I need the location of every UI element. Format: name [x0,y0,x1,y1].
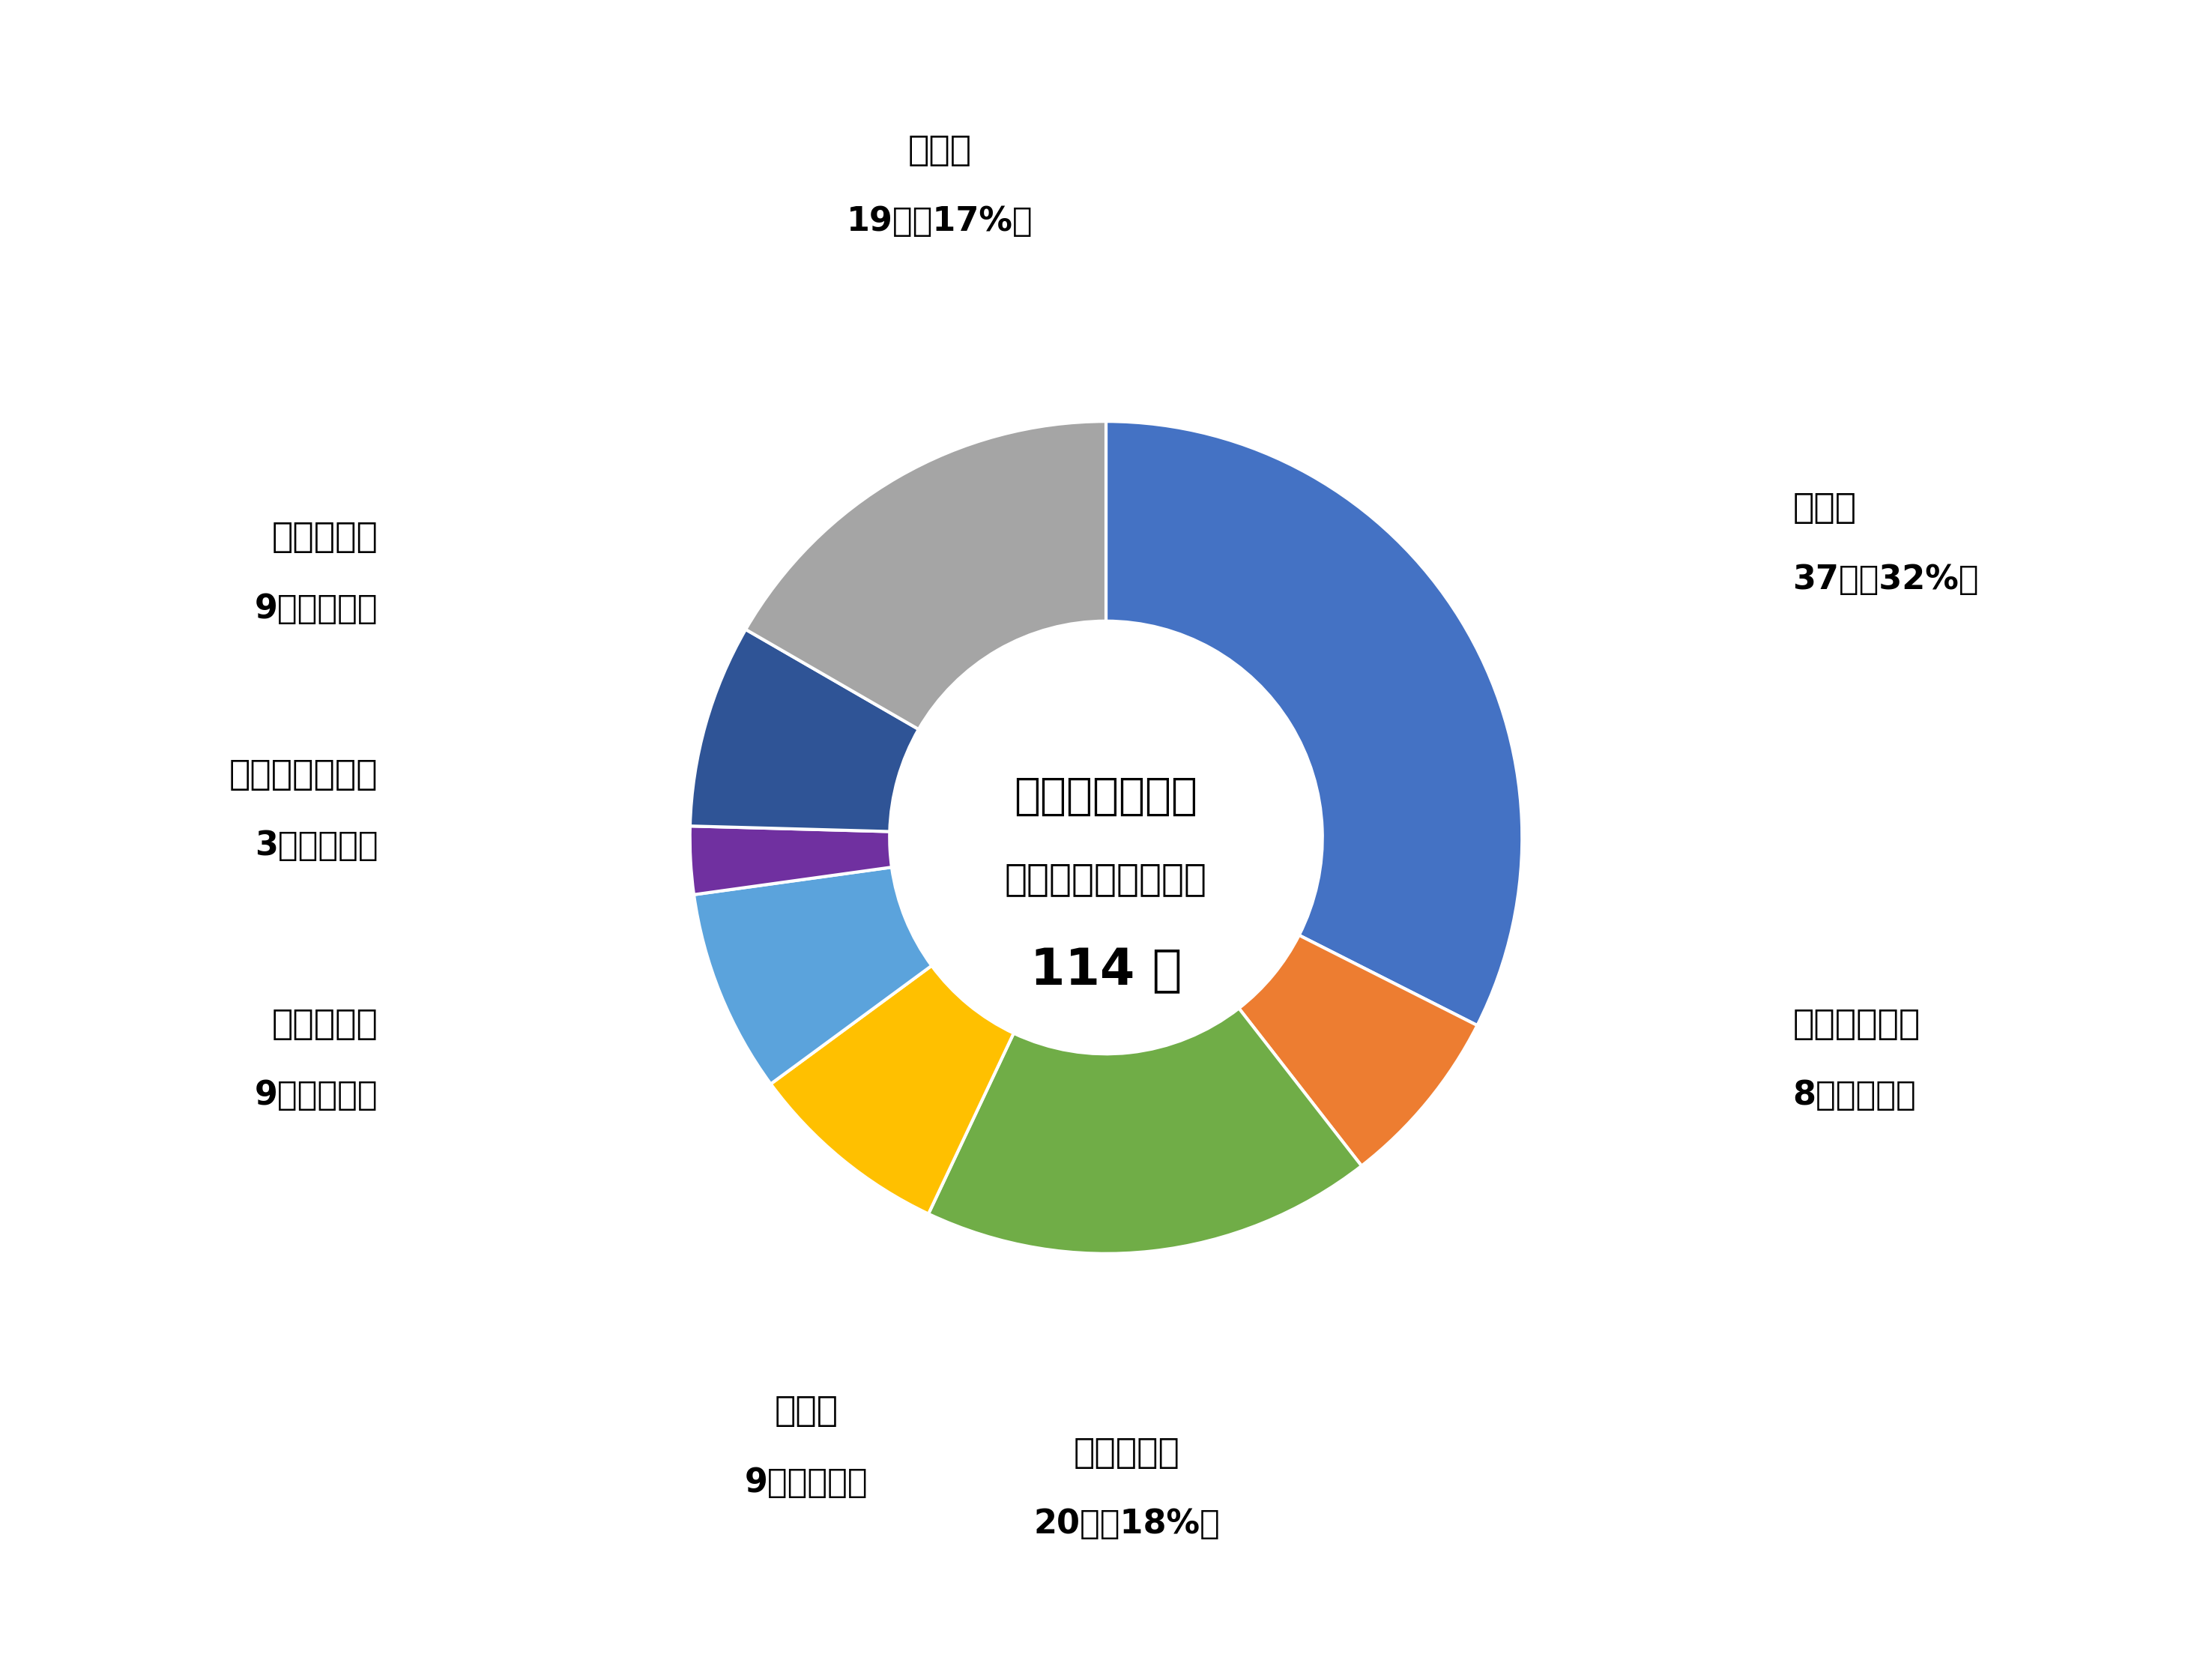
Text: 3件（３％）: 3件（３％） [254,829,378,863]
Text: 運輸業、郵便業: 運輸業、郵便業 [230,759,378,792]
Text: 被害件数ＨＲ４上）: 被害件数ＨＲ４上） [1004,861,1208,898]
Text: 19件（17%）: 19件（17%） [847,206,1033,238]
Wedge shape [690,630,918,831]
Wedge shape [745,422,1106,729]
Text: 20件（18%）: 20件（18%） [1033,1508,1221,1541]
Wedge shape [929,1008,1363,1253]
Wedge shape [1106,422,1522,1025]
Wedge shape [695,868,931,1084]
Text: 9件（８％）: 9件（８％） [745,1466,867,1499]
Text: 情報通信業: 情報通信業 [272,1008,378,1042]
Text: 37件（32%）: 37件（32%） [1792,563,1980,596]
Text: その他: その他 [907,134,971,168]
Text: 114 件: 114 件 [1031,946,1181,995]
Text: 製造業: 製造業 [1792,492,1856,526]
Text: 9件（８％）: 9件（８％） [254,593,378,625]
Wedge shape [690,826,891,894]
Text: 医療、福祉: 医療、福祉 [272,521,378,554]
Wedge shape [770,966,1013,1214]
Wedge shape [1239,935,1478,1166]
Text: 卸売、小売業: 卸売、小売業 [1792,1008,1920,1042]
Text: サービス業: サービス業 [1073,1437,1179,1471]
Text: 建設業: 建設業 [774,1395,838,1429]
Text: 8件（７％）: 8件（７％） [1792,1079,1916,1112]
Text: ランサムウェア: ランサムウェア [1015,774,1197,817]
Text: 9件（８％）: 9件（８％） [254,1079,378,1112]
